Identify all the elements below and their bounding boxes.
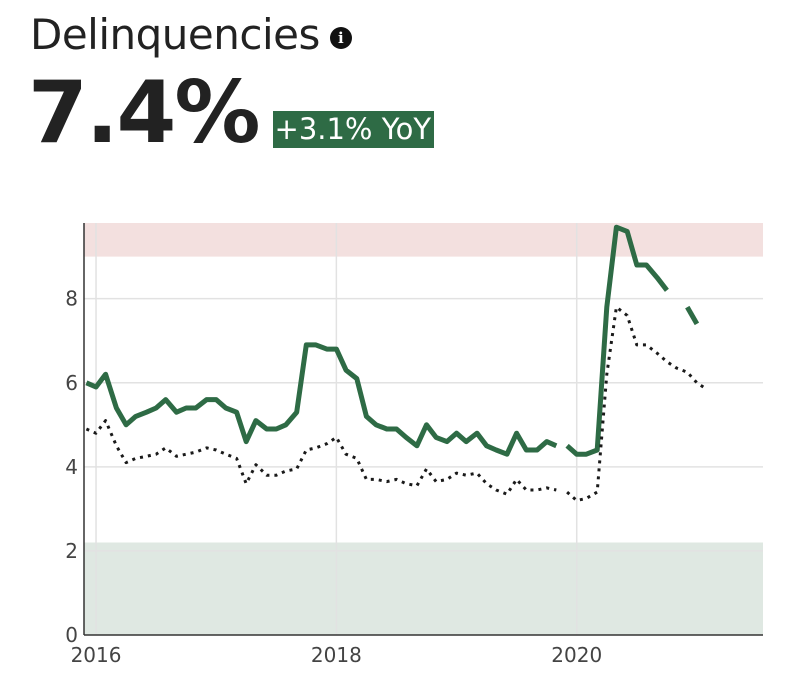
- delinquency-line-segment: [685, 305, 700, 326]
- info-icon[interactable]: i: [329, 26, 352, 49]
- baseline-line-segment: [85, 419, 557, 496]
- y-tick-label: 6: [65, 371, 78, 395]
- value-row: 7.4% +3.1% YoY: [28, 63, 435, 163]
- baseline-line-segment: [566, 305, 708, 502]
- series-lines: [85, 224, 708, 502]
- axes: [83, 223, 763, 636]
- x-tick-label: 2020: [551, 643, 602, 667]
- grid-lines: [84, 223, 763, 635]
- x-tick-label: 2018: [311, 643, 362, 667]
- y-tick-label: 2: [65, 539, 78, 563]
- title-row: Delinquencies i: [30, 10, 352, 59]
- x-tick-label: 2016: [71, 643, 122, 667]
- y-tick-label: 0: [65, 623, 78, 647]
- metric-value: 7.4%: [28, 63, 261, 163]
- tick-labels: 0 2 4 6 8 2016 2018 2020: [65, 287, 602, 667]
- delinquency-line-segment: [85, 342, 558, 457]
- yoy-change-badge: +3.1% YoY: [272, 111, 435, 148]
- threshold-bands: [84, 223, 763, 635]
- y-tick-label: 8: [65, 287, 78, 311]
- y-tick-label: 4: [65, 455, 78, 479]
- high-risk-band: [84, 223, 763, 257]
- metric-title: Delinquencies: [30, 10, 320, 59]
- low-risk-band: [84, 542, 763, 635]
- delinquency-line-segment: [565, 224, 669, 457]
